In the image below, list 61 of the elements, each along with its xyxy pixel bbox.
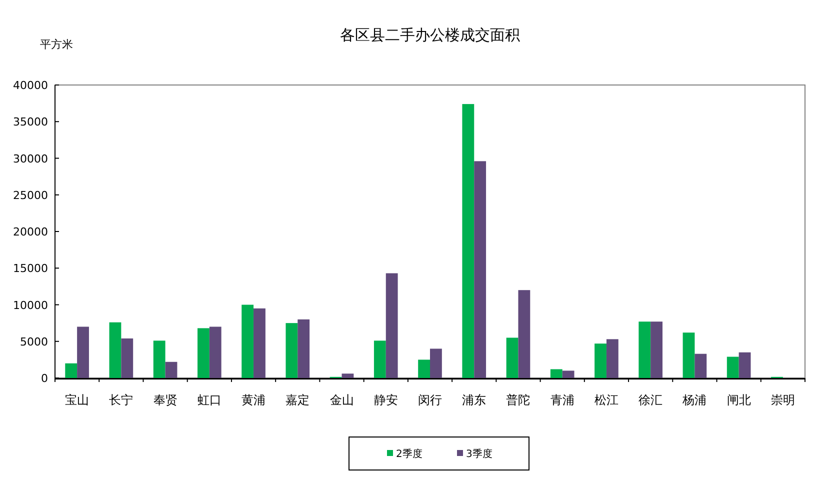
bar bbox=[65, 363, 78, 378]
bar bbox=[726, 356, 739, 378]
bar bbox=[682, 332, 695, 378]
chart-title: 各区县二手办公楼成交面积 bbox=[340, 26, 520, 44]
y-tick-label: 15000 bbox=[13, 262, 48, 276]
bar bbox=[430, 348, 442, 378]
x-tick-label: 徐汇 bbox=[638, 393, 663, 407]
bar bbox=[418, 360, 430, 378]
x-tick-label: 奉贤 bbox=[153, 393, 178, 407]
bar bbox=[121, 338, 134, 378]
bar bbox=[198, 328, 210, 378]
bar bbox=[109, 322, 122, 378]
y-tick-label: 20000 bbox=[13, 226, 48, 238]
bar bbox=[386, 273, 398, 378]
bar bbox=[606, 339, 618, 378]
y-tick-label: 25000 bbox=[13, 188, 48, 202]
bar bbox=[694, 354, 707, 378]
x-tick-label: 青浦 bbox=[550, 393, 574, 407]
bar bbox=[242, 304, 254, 378]
y-axis-title: 平方米 bbox=[40, 38, 73, 51]
bar bbox=[474, 161, 486, 378]
x-tick-label: 杨浦 bbox=[682, 393, 707, 407]
y-tick-label: 35000 bbox=[13, 116, 48, 129]
y-tick-label: 0 bbox=[41, 372, 48, 385]
y-tick-label: 40000 bbox=[13, 79, 48, 92]
bar bbox=[650, 322, 662, 378]
x-tick-label: 虹口 bbox=[197, 393, 222, 407]
x-tick-label: 普陀 bbox=[506, 393, 530, 407]
bar bbox=[374, 340, 386, 378]
bar bbox=[165, 362, 178, 378]
y-tick-label: 10000 bbox=[13, 298, 48, 312]
bar bbox=[638, 322, 651, 378]
bar bbox=[738, 352, 751, 378]
legend-label: 2季度 bbox=[396, 448, 422, 460]
bar bbox=[254, 308, 266, 378]
bar bbox=[342, 374, 354, 378]
bar bbox=[562, 370, 574, 378]
bar bbox=[209, 326, 222, 378]
x-tick-label: 嘉定 bbox=[286, 393, 310, 407]
x-tick-label: 长宁 bbox=[109, 393, 134, 407]
bar bbox=[286, 323, 298, 378]
bar bbox=[506, 338, 518, 378]
x-tick-label: 静安 bbox=[374, 393, 398, 407]
bar bbox=[518, 290, 530, 378]
x-tick-label: 黄浦 bbox=[242, 393, 266, 407]
bar bbox=[77, 326, 89, 378]
bar bbox=[462, 104, 474, 378]
legend-label: 3季度 bbox=[466, 448, 492, 460]
bar bbox=[153, 340, 166, 378]
bar bbox=[298, 319, 310, 378]
x-tick-label: 浦东 bbox=[462, 393, 486, 407]
x-tick-label: 金山 bbox=[330, 393, 354, 407]
bar bbox=[550, 369, 562, 378]
x-tick-label: 崇明 bbox=[770, 393, 795, 407]
x-tick-label: 闵行 bbox=[418, 393, 442, 407]
bar bbox=[594, 344, 606, 378]
x-tick-label: 闸北 bbox=[726, 393, 751, 407]
x-tick-label: 宝山 bbox=[65, 393, 90, 407]
y-tick-label: 5000 bbox=[20, 335, 48, 348]
x-tick-label: 松江 bbox=[594, 393, 618, 407]
y-tick-label: 30000 bbox=[13, 152, 48, 166]
